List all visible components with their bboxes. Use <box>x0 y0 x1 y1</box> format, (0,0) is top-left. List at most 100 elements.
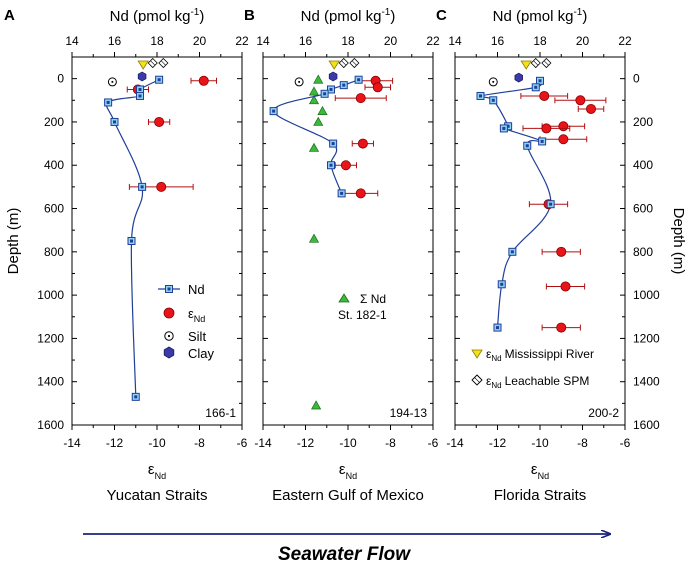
panel-letter: B <box>244 7 255 24</box>
end-circle <box>560 281 571 292</box>
panel-letter: A <box>4 7 15 24</box>
spm-hatch <box>160 60 166 66</box>
depth-tick-label: 0 <box>633 72 640 86</box>
depth-tick-label: 400 <box>633 158 653 172</box>
legend-silt-label: Silt <box>188 329 206 344</box>
legend-end-circle-icon <box>163 307 175 319</box>
bottom-tick-label: -12 <box>297 436 315 450</box>
top-tick-label: 14 <box>256 34 270 48</box>
nd-square-dot <box>329 163 333 167</box>
legend-spm-hatch-icon <box>474 377 480 383</box>
legend-sum-nd-label: Σ Nd <box>360 292 386 306</box>
panel-letter: C <box>436 7 447 24</box>
top-tick-label: 18 <box>150 34 164 48</box>
nd-square-dot <box>138 87 142 91</box>
nd-square-dot <box>525 144 529 148</box>
seawater-flow-label: Seawater Flow <box>278 544 411 564</box>
top-axis-title: Nd (pmol kg-1) <box>110 7 205 25</box>
depth-tick-label: 1400 <box>633 375 660 389</box>
site-label: Yucatan Straits <box>107 487 208 504</box>
sum-nd-triangle <box>313 74 324 84</box>
depth-tick-label: 200 <box>633 115 653 129</box>
top-tick-label: 14 <box>448 34 462 48</box>
silt-dot <box>298 80 301 83</box>
site-label: Eastern Gulf of Mexico <box>272 487 424 504</box>
nd-square-dot <box>491 98 495 102</box>
bottom-tick-label: -8 <box>194 436 205 450</box>
depth-tick-label: 1200 <box>633 331 660 345</box>
nd-square-dot <box>138 94 142 98</box>
station-label: 200-2 <box>588 406 619 420</box>
sum-nd-triangle <box>308 233 320 243</box>
depth-axis-title-left: Depth (m) <box>5 208 22 275</box>
top-tick-label: 22 <box>618 34 632 48</box>
depth-tick-label: 600 <box>633 202 653 216</box>
top-axis-title: Nd (pmol kg-1) <box>301 7 396 25</box>
nd-square-dot <box>496 326 499 330</box>
sum-nd-triangle <box>308 86 320 96</box>
depth-tick-label: 400 <box>44 158 64 172</box>
depth-tick-label: 1000 <box>37 288 64 302</box>
bottom-axis-title: εNd <box>531 461 549 481</box>
depth-tick-label: 200 <box>44 115 64 129</box>
depth-tick-label: 1000 <box>633 288 660 302</box>
mississippi-triangle <box>520 60 532 70</box>
nd-square-dot <box>331 142 335 146</box>
nd-square-dot <box>538 79 542 83</box>
bottom-tick-label: -8 <box>385 436 396 450</box>
nd-square-dot <box>342 83 346 87</box>
bottom-axis-title: εNd <box>339 461 357 481</box>
depth-tick-label: 0 <box>57 72 64 86</box>
sum-nd-triangle <box>311 400 322 410</box>
nd-square-dot <box>329 87 333 91</box>
depth-tick-label: 1400 <box>37 375 64 389</box>
legend-nd-label: Nd <box>188 282 205 297</box>
end-circle <box>340 160 351 171</box>
top-tick-label: 22 <box>235 34 249 48</box>
top-tick-label: 16 <box>299 34 313 48</box>
bottom-tick-label: -6 <box>428 436 439 450</box>
top-tick-label: 20 <box>384 34 398 48</box>
plot-frame <box>71 56 243 426</box>
end-circle <box>156 181 167 192</box>
end-circle <box>355 188 366 199</box>
depth-tick-label: 800 <box>633 245 653 259</box>
sum-nd-triangle <box>308 142 320 152</box>
nd-square-dot <box>323 92 327 96</box>
end-circle <box>372 82 383 93</box>
legend-panel-a: Nd εNd Silt Clay <box>158 282 215 361</box>
end-circle <box>539 90 550 101</box>
nd-square-dot <box>140 185 144 189</box>
bottom-tick-label: -12 <box>106 436 124 450</box>
nd-square-dot <box>130 239 133 243</box>
bottom-tick-label: -14 <box>254 436 272 450</box>
legend-spm-label: εNd Leachable SPM <box>486 374 589 390</box>
spm-hatch <box>351 60 357 66</box>
legend-sum-nd-triangle-icon <box>338 293 350 303</box>
legend-nd-square-dot-icon <box>167 287 171 291</box>
top-tick-label: 20 <box>576 34 590 48</box>
mississippi-triangle <box>137 60 149 70</box>
legend-mississippi-triangle-icon <box>471 349 483 359</box>
bottom-tick-label: -14 <box>63 436 81 450</box>
nd-square-dot <box>502 126 506 130</box>
nd-square-dot <box>272 109 276 113</box>
depth-axis-title-right: Depth (m) <box>670 208 686 275</box>
legend-end-label: εNd <box>188 306 205 324</box>
top-tick-label: 20 <box>193 34 207 48</box>
silt-dot <box>492 80 495 83</box>
nd-square-dot <box>500 282 504 286</box>
bottom-axis-title: εNd <box>148 461 166 481</box>
bottom-tick-label: -10 <box>531 436 549 450</box>
top-axis-title: Nd (pmol kg-1) <box>493 7 588 25</box>
depth-tick-label: 600 <box>44 202 64 216</box>
legend-silt-dot-icon <box>167 334 171 338</box>
top-tick-label: 16 <box>108 34 122 48</box>
top-tick-label: 14 <box>65 34 79 48</box>
nd-square-dot <box>340 191 344 195</box>
clay-hexagon <box>514 72 523 83</box>
nd-square-dot <box>357 78 361 82</box>
sum-nd-triangle <box>317 105 328 115</box>
mississippi-triangle <box>328 60 340 70</box>
